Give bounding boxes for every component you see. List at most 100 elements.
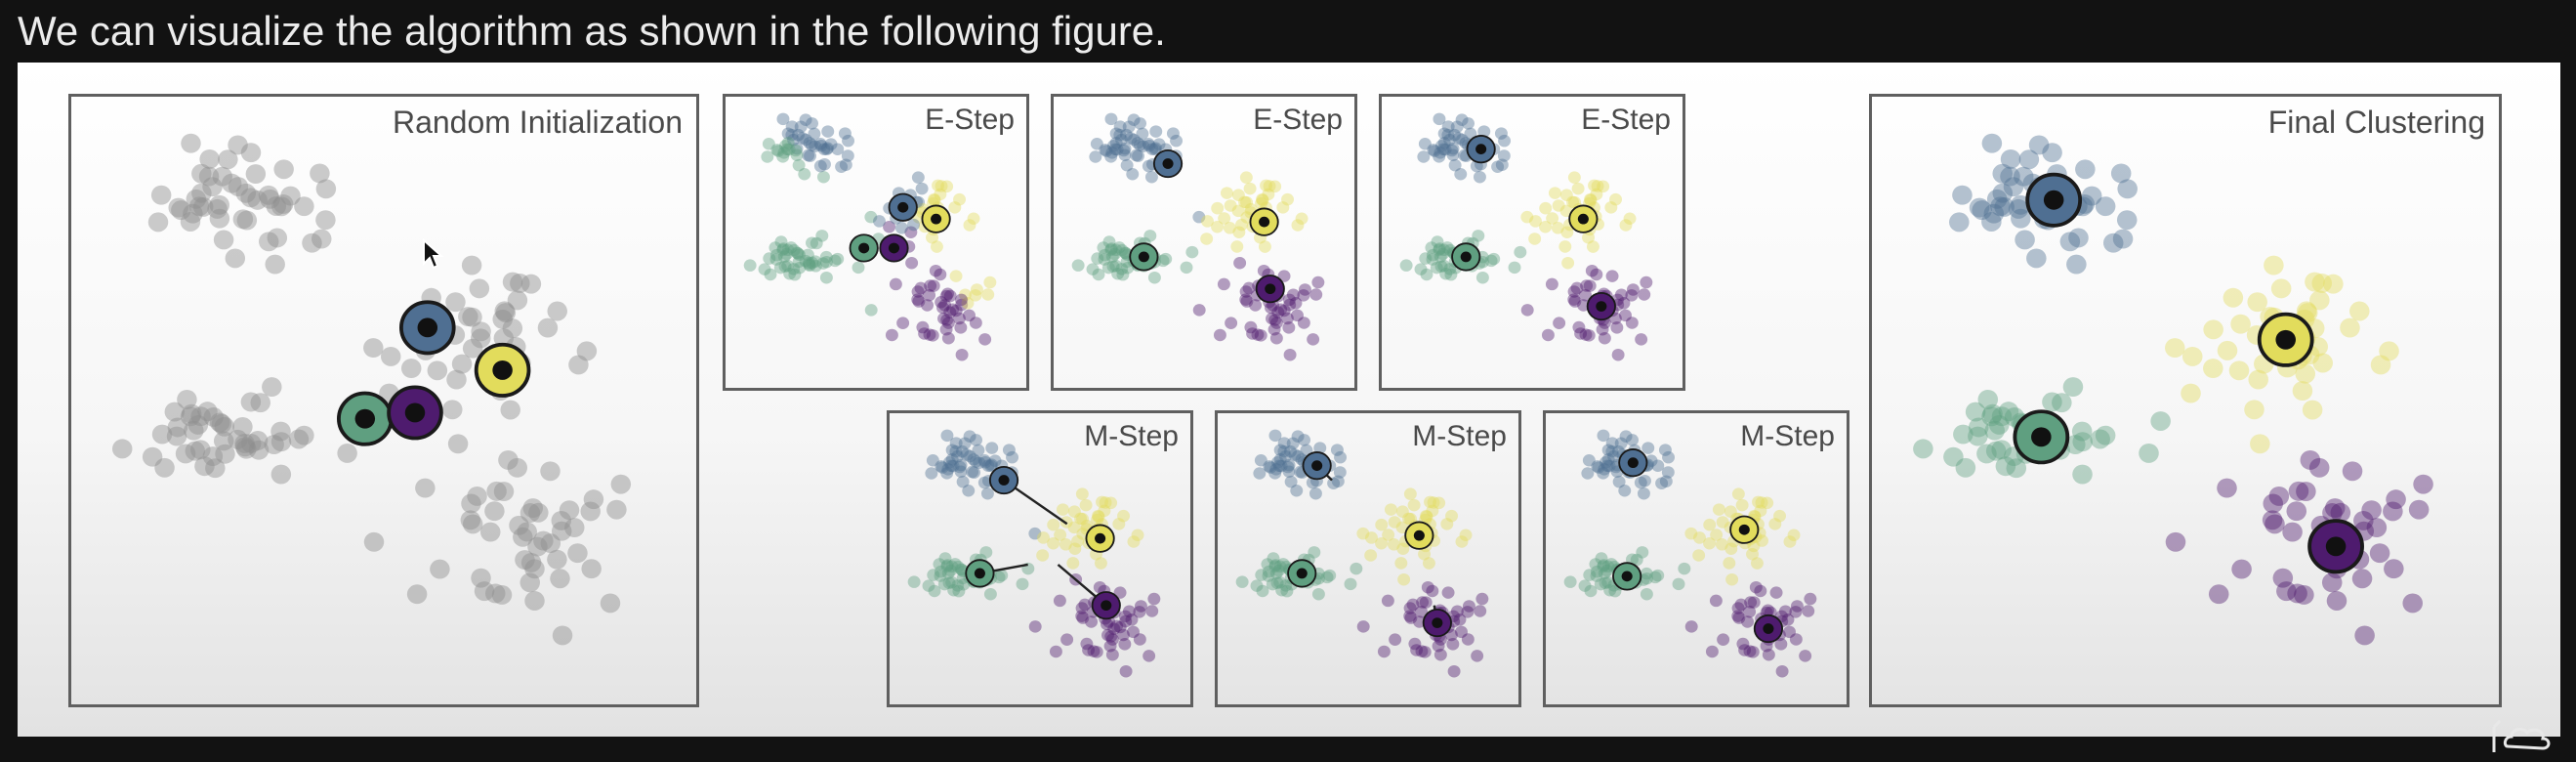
data-point [1560, 226, 1574, 238]
data-point [1563, 575, 1577, 588]
data-point [559, 500, 580, 521]
data-point [2361, 500, 2382, 521]
panel-title: E-Step [1253, 104, 1343, 136]
data-point [956, 475, 970, 488]
data-point [1723, 557, 1736, 570]
data-point [966, 465, 979, 479]
data-point [493, 482, 515, 502]
data-point [1546, 212, 1559, 225]
data-point [202, 446, 224, 467]
centroid-core [1577, 213, 1589, 225]
data-point [1268, 560, 1282, 573]
data-point [1144, 170, 1158, 184]
data-point [540, 461, 561, 482]
data-point [1394, 557, 1408, 570]
data-point [1586, 240, 1600, 253]
data-point [799, 254, 812, 268]
data-point [1455, 133, 1469, 147]
data-point [1281, 192, 1294, 206]
data-point [1692, 549, 1706, 562]
data-point [945, 453, 959, 466]
data-point [1269, 567, 1283, 579]
data-point [491, 585, 513, 605]
data-point [1969, 197, 1990, 218]
data-point [1276, 558, 1290, 571]
data-point [1273, 444, 1287, 456]
data-point [1584, 193, 1598, 207]
data-point [2223, 287, 2244, 308]
data-point [1419, 252, 1433, 265]
data-point [1579, 328, 1593, 341]
panel-title: Final Clustering [2267, 105, 2485, 140]
data-point [1551, 222, 1564, 234]
data-point [540, 533, 561, 554]
data-point [921, 299, 935, 312]
data-point [1998, 402, 2019, 422]
data-point [1418, 547, 1432, 561]
data-point [1716, 516, 1729, 529]
data-point [568, 355, 589, 375]
data-point [1103, 639, 1117, 653]
data-point [1246, 327, 1260, 340]
data-point [2228, 360, 2250, 381]
data-point [524, 591, 545, 611]
data-point [445, 292, 466, 313]
data-point [1693, 531, 1706, 544]
data-point [958, 288, 972, 301]
data-point [1282, 465, 1296, 479]
centroid-core [354, 408, 376, 429]
data-point [1570, 281, 1584, 295]
data-point [2150, 411, 2171, 431]
data-point [1094, 557, 1107, 570]
data-point [938, 299, 952, 312]
data-point [1097, 241, 1110, 254]
data-point [190, 440, 211, 460]
data-point [1724, 542, 1738, 555]
data-point [2268, 487, 2290, 506]
data-point [923, 288, 936, 302]
data-point [1592, 461, 1605, 474]
panel-m-step-3: M-Step [1543, 410, 1849, 707]
data-point [1425, 241, 1438, 254]
data-point [211, 413, 232, 434]
scatter-plot-e2 [1071, 112, 1325, 361]
data-point [1104, 243, 1118, 257]
data-point [1636, 546, 1649, 559]
data-point [175, 444, 196, 464]
data-point [1231, 189, 1245, 201]
data-point [1201, 215, 1214, 228]
data-point [2117, 179, 2138, 199]
data-point [926, 231, 939, 244]
centroid-core [1432, 617, 1443, 628]
data-point [1545, 277, 1558, 291]
data-point [1508, 261, 1521, 275]
data-point [928, 193, 941, 207]
data-point [2288, 481, 2309, 501]
data-point [943, 289, 957, 303]
data-point [1075, 602, 1089, 614]
data-point [2295, 363, 2316, 384]
data-point [2000, 148, 2021, 169]
data-point [1662, 450, 1676, 464]
data-point [790, 148, 804, 162]
data-point [2311, 274, 2333, 293]
data-point [1514, 245, 1527, 259]
data-point [1789, 606, 1803, 618]
data-point [264, 435, 284, 454]
data-point [1320, 571, 1334, 584]
data-point [240, 433, 262, 453]
data-point [1307, 333, 1320, 346]
data-point [758, 263, 771, 275]
data-point [1309, 487, 1322, 500]
data-point [1258, 240, 1271, 253]
data-point [1356, 527, 1370, 540]
data-point [783, 267, 797, 280]
data-point [197, 402, 218, 422]
data-point [978, 333, 992, 346]
data-point [1430, 261, 1443, 275]
data-point [191, 163, 212, 184]
data-point [1059, 538, 1072, 551]
data-point [1419, 596, 1433, 609]
data-point [907, 218, 920, 232]
data-point [1288, 448, 1302, 461]
